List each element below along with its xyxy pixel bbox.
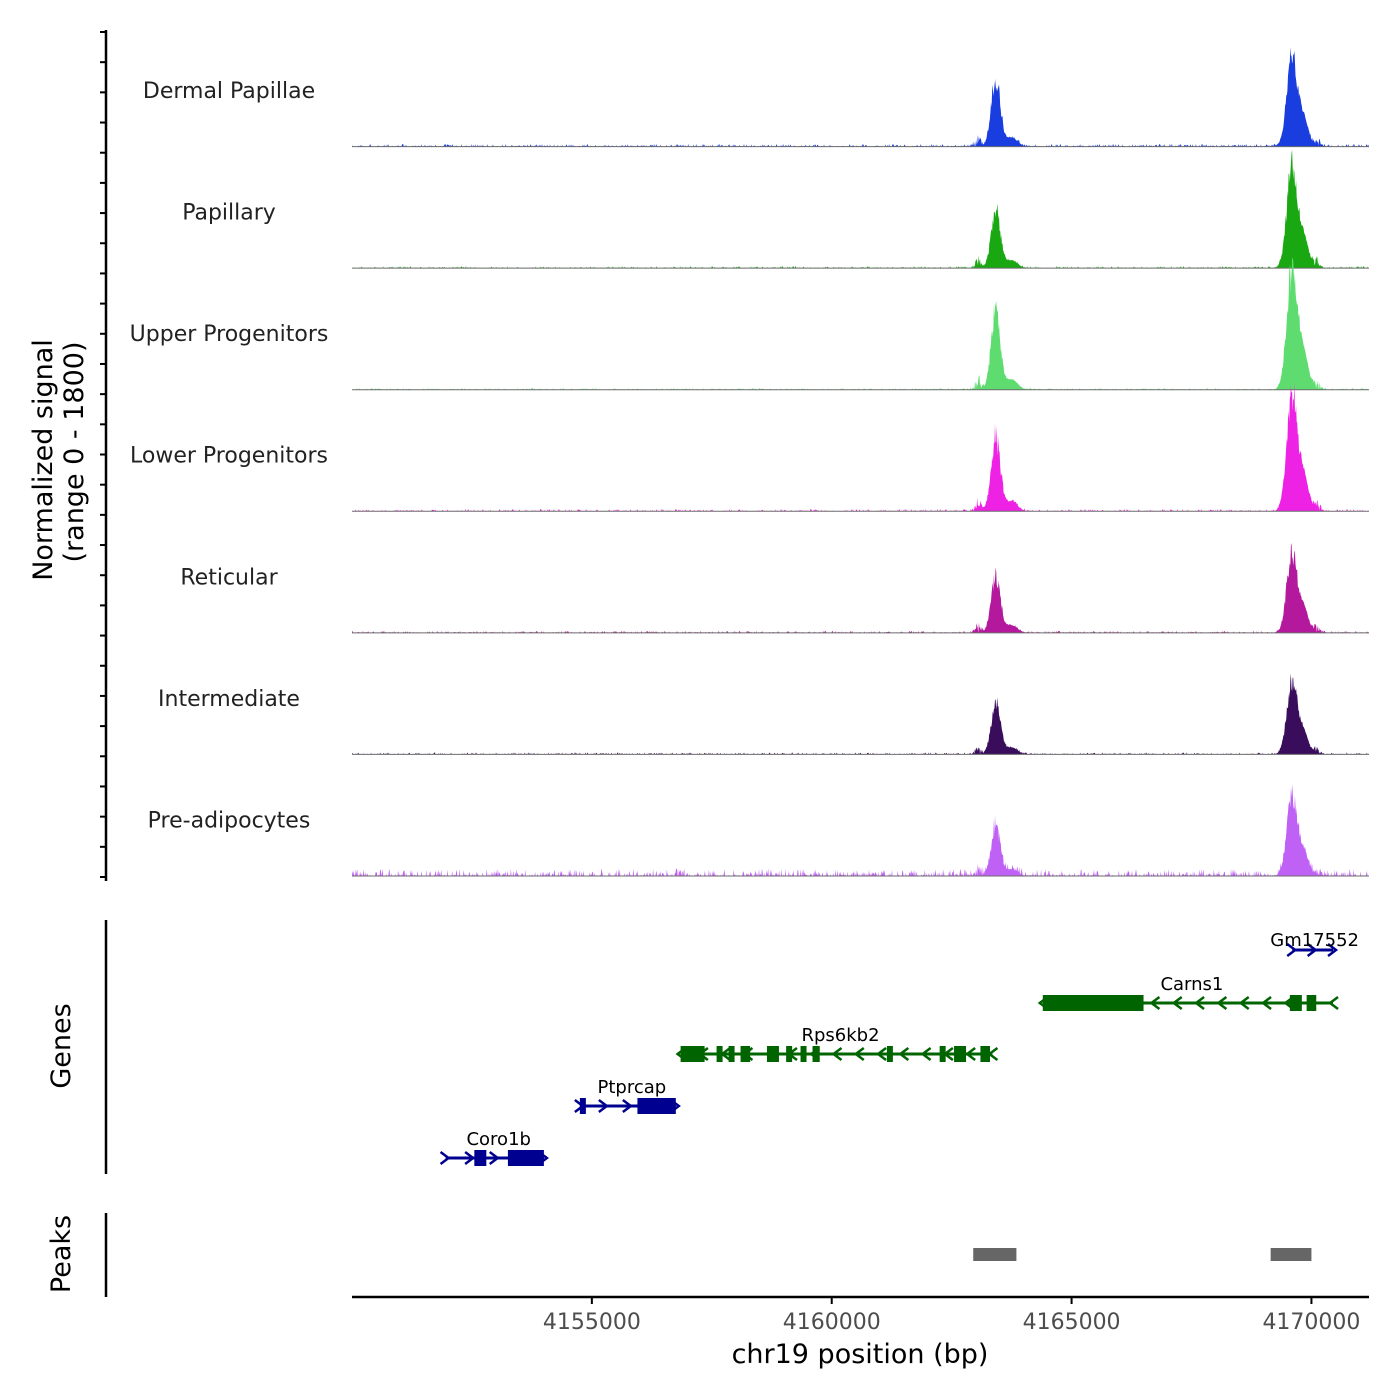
track-label: Intermediate	[158, 687, 300, 712]
strand-arrow	[1171, 996, 1183, 1010]
x-axis: 4155000 4160000 4165000 4170000	[352, 1295, 1369, 1335]
gene-gm17552: Gm17552	[1270, 930, 1359, 957]
strand-arrow	[622, 1099, 633, 1113]
genes-panel: Gm17552 Carns1 Rps6kb2 Ptprcap Coro1b	[104, 920, 1359, 1174]
gene-exon	[1289, 995, 1302, 1011]
genes-y-axis-label: Genes	[46, 1003, 77, 1088]
gene-exon	[1306, 995, 1317, 1011]
track-label: Papillary	[182, 201, 276, 226]
gene-exon	[980, 1046, 991, 1062]
coverage-y-axis-label-line1: Normalized signal	[28, 339, 59, 581]
strand-arrow	[1260, 996, 1272, 1010]
coverage-y-axis-label-line2: (range 0 - 1800)	[59, 342, 90, 563]
gene-rps6kb2: Rps6kb2	[675, 1025, 999, 1062]
strand-arrow	[1216, 996, 1228, 1010]
strand-arrow	[965, 1047, 976, 1061]
gene-label: Rps6kb2	[801, 1025, 879, 1046]
track-label: Upper Progenitors	[130, 322, 329, 347]
coverage-area	[352, 257, 1369, 390]
strand-arrow	[513, 1151, 525, 1165]
strand-arrow	[786, 1047, 798, 1061]
gene-exon	[800, 1046, 807, 1062]
gene-label: Ptprcap	[597, 1077, 666, 1098]
coverage-area	[352, 47, 1369, 147]
track-label: Dermal Papillae	[143, 79, 315, 104]
x-tick-label: 4165000	[1023, 1310, 1121, 1335]
coverage-area	[352, 673, 1369, 755]
track-label: Reticular	[180, 565, 278, 590]
strand-arrow	[942, 1047, 954, 1061]
coverage-area	[352, 543, 1369, 633]
strand-arrow	[1327, 943, 1339, 957]
gene-exon	[507, 1150, 544, 1166]
strand-arrow	[742, 1047, 754, 1061]
x-tick-label: 4170000	[1262, 1310, 1360, 1335]
gene-carns1: Carns1	[1037, 974, 1339, 1011]
strand-arrow	[875, 1047, 887, 1061]
gene-exon	[766, 1046, 779, 1062]
strand-arrow	[675, 1047, 687, 1061]
strand-arrow	[1238, 996, 1250, 1010]
x-tick-label: 4155000	[543, 1310, 641, 1335]
strand-arrow	[1306, 943, 1318, 957]
strand-arrow	[1327, 996, 1339, 1010]
coverage-area	[352, 149, 1369, 269]
gene-exon	[680, 1046, 705, 1062]
strand-arrow	[853, 1047, 865, 1061]
gene-exon	[474, 1150, 487, 1166]
x-axis-label: chr19 position (bp)	[732, 1339, 989, 1370]
strand-arrow	[488, 1151, 500, 1165]
strand-arrow	[670, 1099, 681, 1113]
strand-arrow	[598, 1099, 609, 1113]
strand-arrow	[1127, 996, 1138, 1010]
strand-arrow	[1283, 996, 1295, 1010]
strand-arrow	[464, 1151, 476, 1165]
x-tick-label: 4160000	[783, 1310, 881, 1335]
gene-exon	[716, 1046, 723, 1062]
strand-arrow	[898, 1047, 910, 1061]
gene-label: Carns1	[1160, 974, 1223, 995]
track-label: Pre-adipocytes	[148, 808, 311, 833]
strand-arrow	[538, 1151, 549, 1165]
gene-label: Coro1b	[466, 1129, 530, 1150]
gene-exon	[812, 1046, 820, 1062]
strand-arrow	[1149, 996, 1161, 1010]
strand-arrow	[697, 1047, 709, 1061]
strand-arrow	[439, 1151, 451, 1165]
gene-exon	[954, 1046, 967, 1062]
strand-arrow	[1286, 943, 1298, 957]
strand-arrow	[1082, 996, 1094, 1010]
coverage-panel: Dermal Papillae Papillary Upper Progenitor…	[100, 30, 1369, 881]
gene-exon	[728, 1046, 735, 1062]
gene-exon	[886, 1046, 893, 1062]
strand-arrow	[1104, 996, 1116, 1010]
peaks-panel	[104, 1213, 1312, 1297]
strand-arrow	[809, 1047, 820, 1061]
peak-region	[973, 1248, 1017, 1261]
track-label: Lower Progenitors	[130, 444, 328, 469]
gene-exon	[939, 1046, 946, 1062]
peak-region	[1270, 1248, 1312, 1261]
coverage-area	[352, 784, 1369, 876]
gene-ptprcap: Ptprcap	[574, 1077, 681, 1114]
gene-label: Gm17552	[1270, 930, 1359, 951]
coverage-area	[352, 382, 1369, 512]
strand-arrow	[920, 1047, 932, 1061]
strand-arrow	[646, 1099, 657, 1113]
strand-arrow	[987, 1047, 999, 1061]
strand-arrow	[574, 1099, 585, 1113]
gene-coro1b: Coro1b	[439, 1129, 549, 1166]
strand-arrow	[1305, 996, 1317, 1010]
strand-arrow	[831, 1047, 843, 1061]
strand-arrow	[1037, 996, 1049, 1010]
strand-arrow	[764, 1047, 776, 1061]
strand-arrow	[720, 1047, 731, 1061]
strand-arrow	[1193, 996, 1205, 1010]
peaks-y-axis-label: Peaks	[46, 1215, 77, 1293]
strand-arrow	[1060, 996, 1071, 1010]
